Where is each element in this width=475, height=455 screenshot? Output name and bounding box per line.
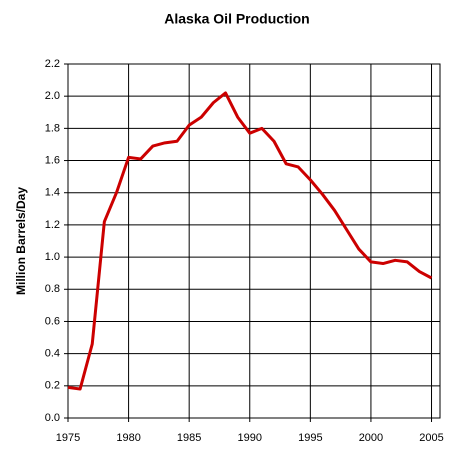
y-tick-label: 0.8 (45, 283, 60, 295)
y-tick-label: 1.2 (45, 219, 60, 231)
y-tick-label: 1.6 (45, 154, 60, 166)
y-axis-label: Million Barrels/Day (14, 187, 28, 295)
chart-title: Alaska Oil Production (164, 11, 309, 27)
x-tick-label: 2000 (359, 432, 383, 444)
x-tick-label: 1990 (238, 432, 262, 444)
y-tick-label: 1.8 (45, 122, 60, 134)
x-tick-label: 1985 (177, 432, 201, 444)
x-tick-label: 1980 (116, 432, 140, 444)
y-tick-label: 1.4 (45, 187, 60, 199)
y-tick-label: 2.0 (45, 90, 60, 102)
data-line (67, 91, 433, 391)
y-tick-label: 0.6 (45, 315, 60, 327)
x-tick-label: 1975 (56, 432, 80, 444)
x-tick-label: 2005 (419, 432, 443, 444)
y-tick-label: 0.2 (45, 380, 60, 392)
plot-border (67, 63, 441, 419)
y-tick-label: 2.2 (45, 58, 60, 70)
y-tick-label: 0.4 (45, 348, 60, 360)
y-tick-label: 0.0 (45, 412, 60, 424)
y-tick-label: 1.0 (45, 251, 60, 263)
x-tick-label: 1995 (298, 432, 322, 444)
